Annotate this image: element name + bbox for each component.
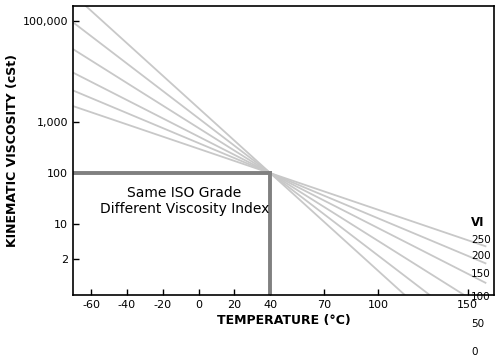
Y-axis label: KINEMATIC VISCOSITY (cSt): KINEMATIC VISCOSITY (cSt) — [6, 54, 18, 247]
Text: 100: 100 — [471, 292, 491, 302]
X-axis label: TEMPERATURE (°C): TEMPERATURE (°C) — [217, 314, 350, 327]
Text: 250: 250 — [471, 235, 491, 245]
Text: 150: 150 — [471, 269, 491, 279]
Text: 0: 0 — [471, 347, 478, 357]
Text: 50: 50 — [471, 319, 484, 329]
Text: VI: VI — [471, 216, 484, 229]
Text: Same ISO Grade
Different Viscosity Index: Same ISO Grade Different Viscosity Index — [100, 186, 269, 216]
Text: 200: 200 — [471, 251, 491, 261]
